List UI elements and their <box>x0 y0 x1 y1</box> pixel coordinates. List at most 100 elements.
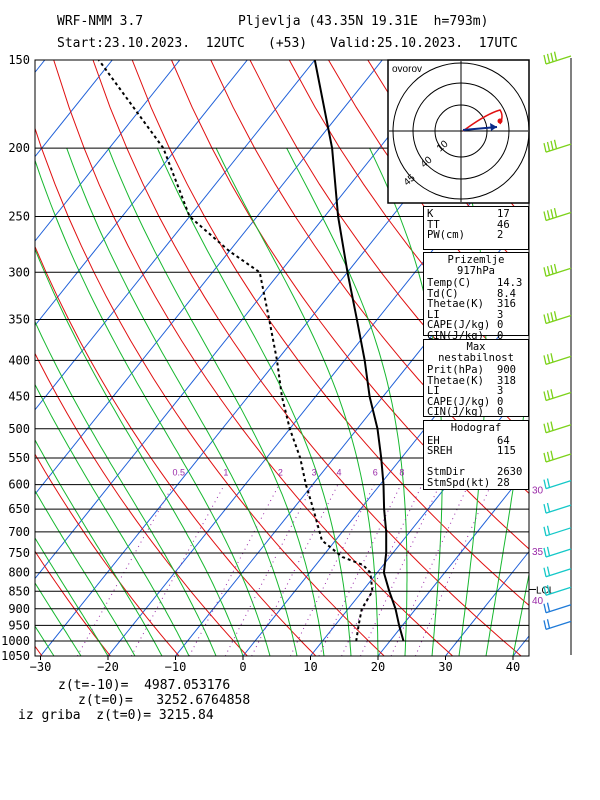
temp-tick-label: −20 <box>97 660 119 674</box>
moist-adiabat <box>35 537 109 656</box>
isotherm-line <box>35 60 316 411</box>
index-row: Td(C) 8.4 <box>427 288 525 300</box>
wind-barb <box>543 585 572 596</box>
mixing-ratio-line <box>414 484 492 656</box>
index-value: 14.3 <box>497 277 523 289</box>
mixing-ratio-label: 3 <box>312 467 317 477</box>
storm-motion-arrowhead <box>490 123 497 131</box>
isotherm-line <box>35 60 451 580</box>
index-key: EH <box>427 434 440 447</box>
right-axis-label: 30 <box>532 486 544 497</box>
footer-line-3: iz griba z(t=0)= 3215.84 <box>18 708 214 723</box>
moist-adiabat <box>512 572 529 656</box>
pressure-tick-label: 800 <box>8 566 30 580</box>
index-value: 0 <box>497 319 504 331</box>
index-panel-title: Hodograf <box>450 422 502 434</box>
mixing-ratio-line <box>130 484 225 656</box>
start-label: Start:23.10.2023. 12UTC <box>57 36 245 51</box>
wind-barb <box>543 502 572 514</box>
moist-adiabat <box>35 438 163 656</box>
wind-barb <box>543 546 572 558</box>
index-value: 64 <box>497 434 510 447</box>
wind-barb <box>543 389 572 402</box>
index-value: 0 <box>497 406 504 418</box>
hodograph-title: ovorov <box>392 64 422 75</box>
index-panel-title: Max nestabilnost <box>438 341 514 364</box>
index-row: K 17 <box>427 209 525 220</box>
index-row: CIN(J/kg) 0 <box>427 330 525 342</box>
index-row: TT 46 <box>427 218 525 231</box>
mixing-ratio-label: 4 <box>336 467 341 477</box>
index-row: Thetae(K) 316 <box>427 299 525 310</box>
isotherm-line <box>310 382 529 656</box>
index-value: 17 <box>497 208 510 220</box>
index-value: 316 <box>497 298 516 310</box>
storm-motion-point <box>497 118 503 124</box>
index-key: TT <box>427 218 440 231</box>
index-row: Prit(hPa) 900 <box>427 365 525 376</box>
pressure-tick-label: 400 <box>8 353 30 367</box>
moist-adiabat <box>35 247 244 656</box>
temp-tick-label: −30 <box>30 660 52 674</box>
pressure-tick-label: 900 <box>8 602 30 616</box>
wind-barb <box>543 311 572 325</box>
pressure-tick-label: 350 <box>8 313 30 327</box>
moist-adiabat <box>35 489 136 656</box>
moist-adiabat <box>35 582 82 656</box>
mixing-ratio-line <box>289 484 375 656</box>
pressure-tick-label: 950 <box>8 618 30 632</box>
mixing-ratio-line <box>251 484 339 656</box>
moist-adiabat <box>540 148 600 656</box>
temp-tick-label: 0 <box>239 660 246 674</box>
index-row: PW(cm) 2 <box>427 230 525 241</box>
index-value: 3 <box>497 308 504 321</box>
right-axis-label: 40 <box>532 596 544 607</box>
index-key: StmDir <box>427 466 465 478</box>
index-panel: Hodograf EH 64 SREH 115 StmDir 2630 StmSpd(kt) 2… <box>423 420 529 490</box>
index-value: 3 <box>497 385 504 397</box>
moist-adiabat <box>35 383 190 656</box>
isotherm-line <box>35 60 181 242</box>
wind-barb <box>543 51 572 65</box>
index-key: CIN(J/kg) <box>427 406 484 418</box>
pressure-tick-label: 250 <box>8 209 30 223</box>
model-label: WRF-NMM 3.7 <box>57 14 144 29</box>
pressure-tick-label: 500 <box>8 422 30 436</box>
isotherm-line <box>377 466 529 656</box>
index-key: CAPE(J/kg) <box>427 319 491 331</box>
index-key: Prit(hPa) <box>427 364 484 376</box>
pressure-tick-label: 200 <box>8 141 30 155</box>
index-value: 318 <box>497 374 516 387</box>
pressure-tick-label: 1000 <box>1 634 30 648</box>
wind-barb <box>543 525 572 537</box>
index-row: LI 3 <box>427 386 525 397</box>
index-key: StmSpd(kt) <box>427 476 491 489</box>
mixing-ratio-line <box>390 484 469 656</box>
wind-barb <box>543 421 572 434</box>
index-row: CAPE(J/kg) 0 <box>427 396 525 408</box>
pressure-tick-label: 650 <box>8 502 30 516</box>
isotherm-line <box>175 213 529 656</box>
pressure-tick-label: 450 <box>8 389 30 403</box>
wind-barb <box>543 353 572 366</box>
index-value: 900 <box>497 364 516 376</box>
mixing-ratio-line <box>76 484 174 656</box>
pressure-tick-label: 600 <box>8 478 30 492</box>
isotherm-line <box>581 60 600 656</box>
footer-line-2: z(t=0)= 3252.6764858 <box>78 693 251 708</box>
dry-adiabat <box>524 60 529 67</box>
wind-barb <box>543 478 572 490</box>
moist-adiabat <box>215 147 379 656</box>
index-row: CIN(J/kg) 0 <box>427 407 525 418</box>
temp-tick-label: −10 <box>165 660 187 674</box>
index-key: LI <box>427 385 440 397</box>
wind-barb <box>543 450 572 463</box>
offset-label: (+53) <box>268 36 308 51</box>
pressure-tick-label: 1050 <box>1 649 30 663</box>
index-panel: Prizemlje 917hPa Temp(C) 14.3 Td(C) 8.4 Theta… <box>423 252 529 341</box>
index-row: SREH 115 <box>427 446 525 457</box>
mixing-ratio-label: 8 <box>399 467 404 477</box>
mixing-ratio-label: 2 <box>278 467 283 477</box>
pressure-tick-label: 550 <box>8 451 30 465</box>
